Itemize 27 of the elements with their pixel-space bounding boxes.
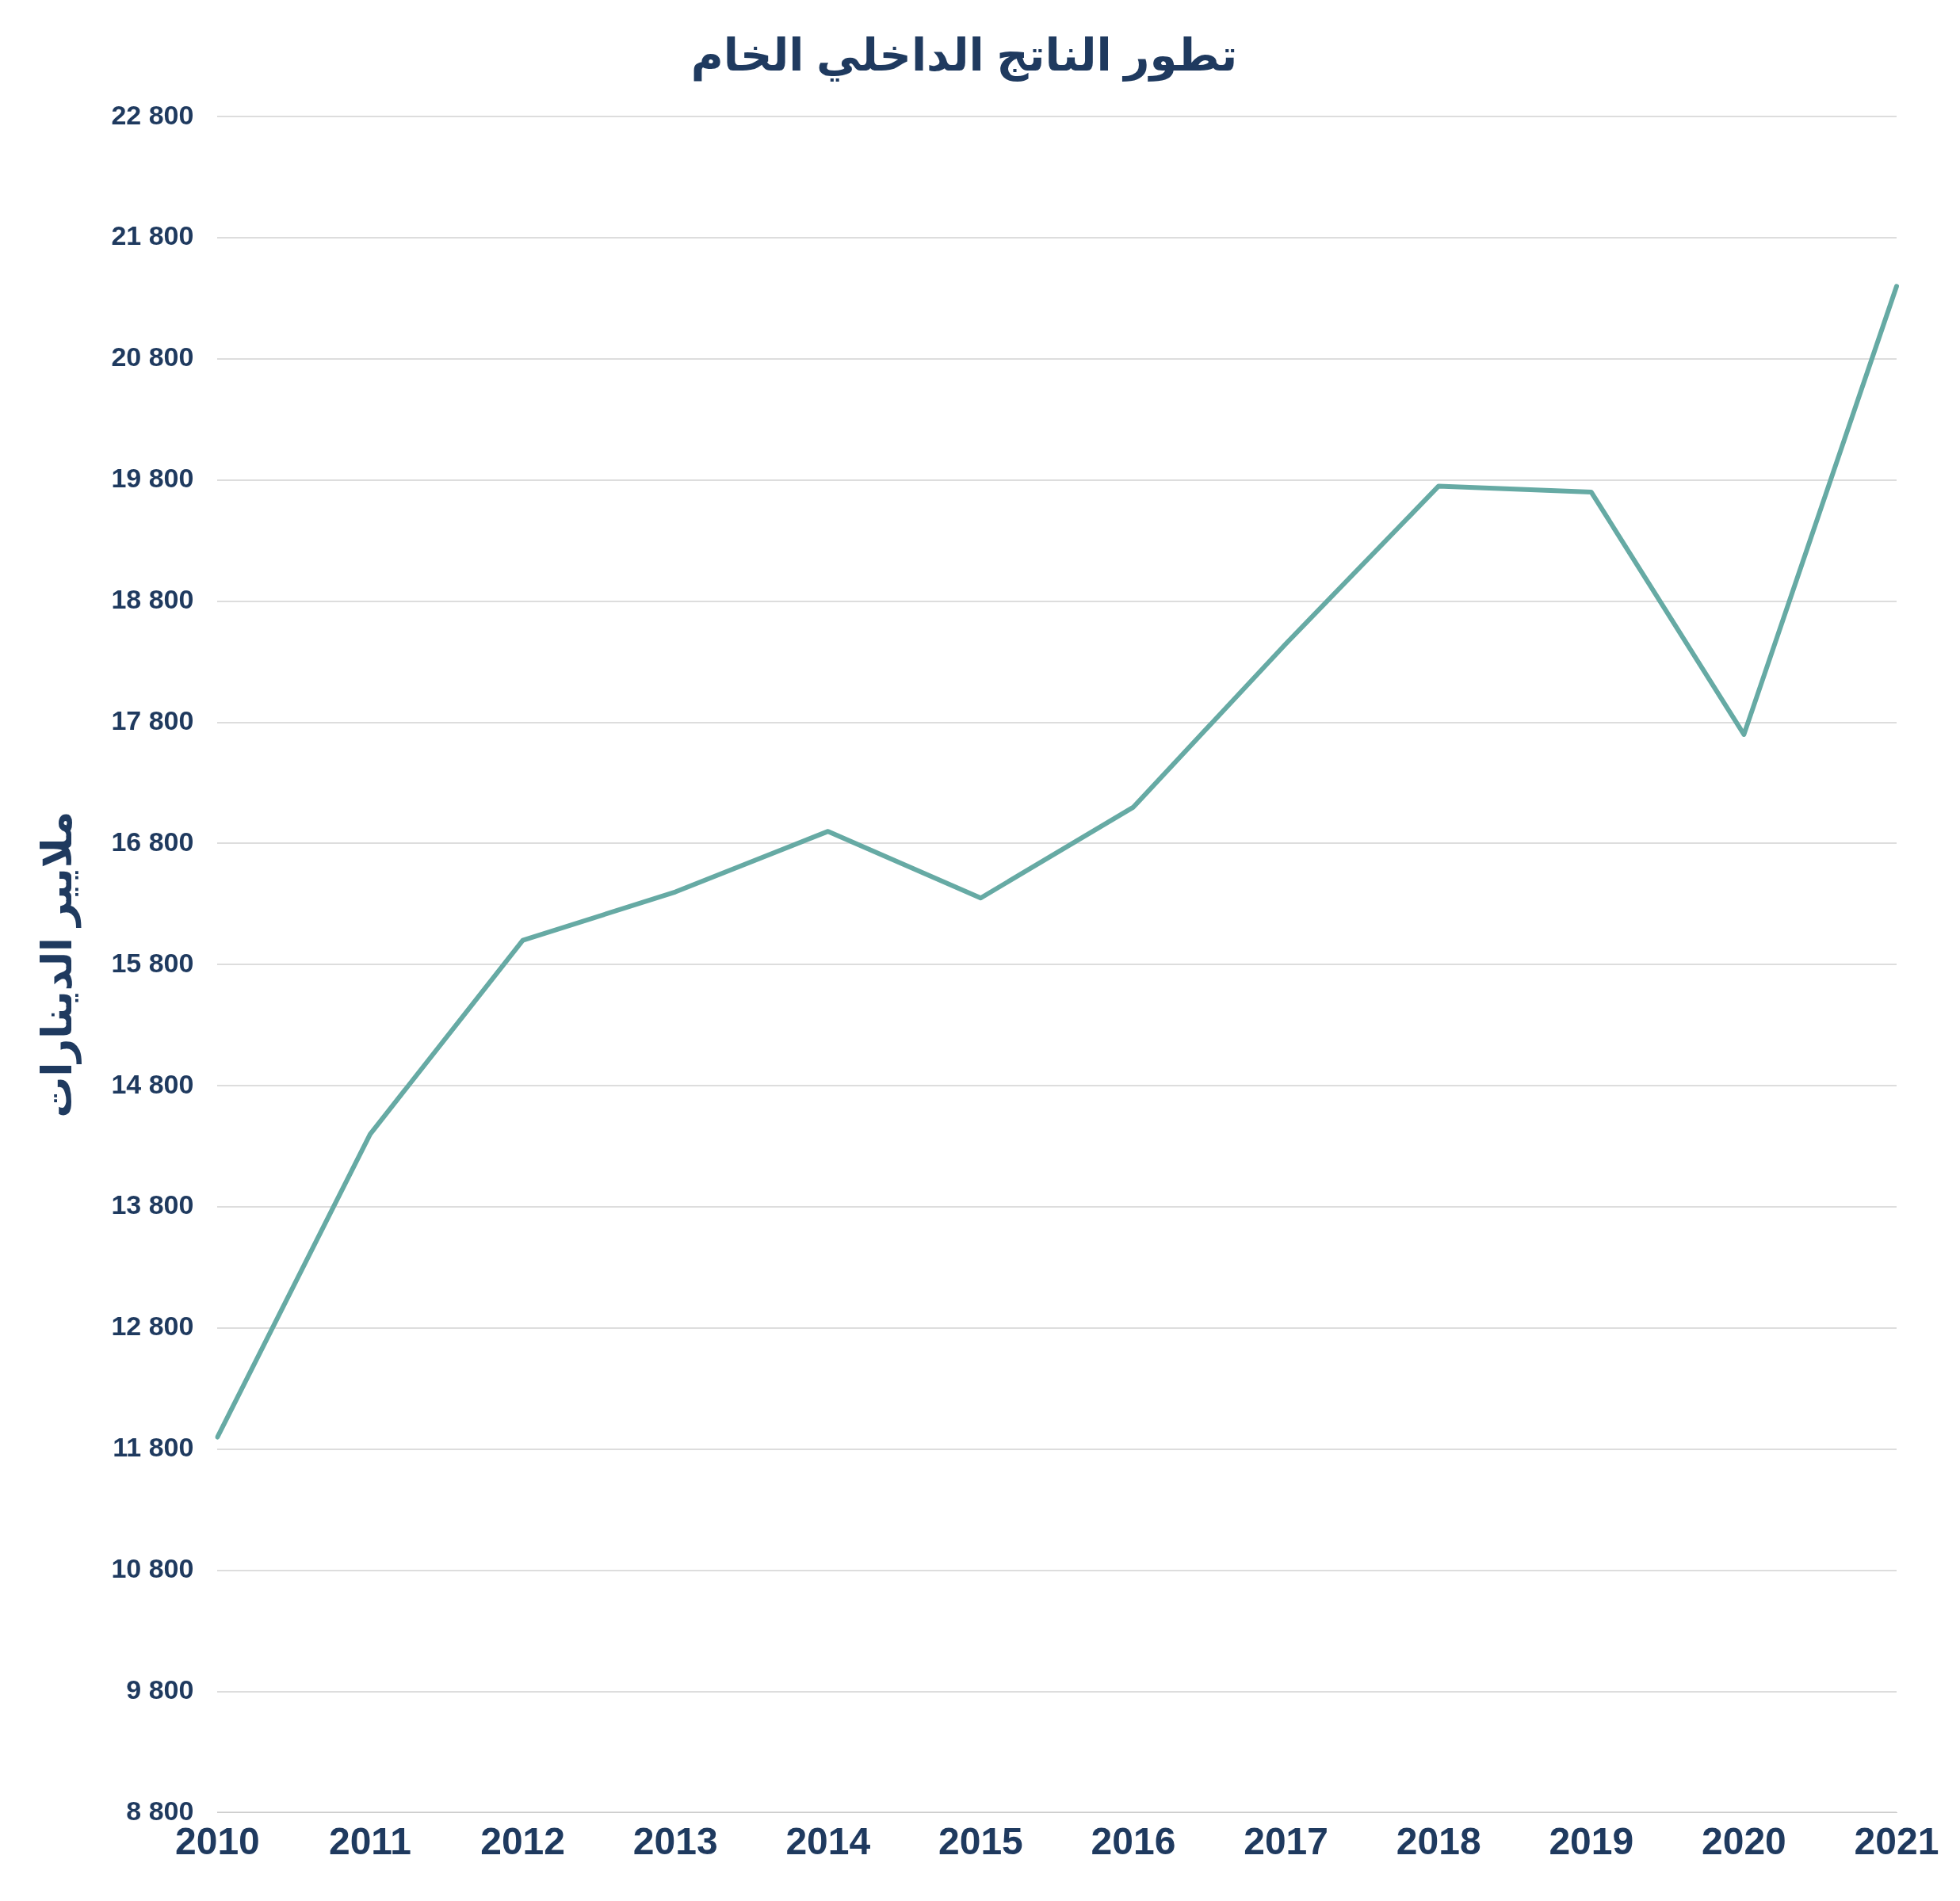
x-tick-label: 2017 bbox=[1244, 1820, 1328, 1863]
x-tick-label: 2013 bbox=[632, 1820, 718, 1863]
chart-title: تطور الناتج الداخلي الخام bbox=[690, 30, 1238, 82]
y-tick-label: 20 800 bbox=[111, 342, 194, 372]
x-tick-label: 2019 bbox=[1549, 1820, 1634, 1863]
x-tick-label: 2014 bbox=[785, 1820, 871, 1863]
y-tick-label: 22 800 bbox=[111, 99, 194, 130]
y-tick-label: 9 800 bbox=[126, 1674, 194, 1704]
x-tick-label: 2018 bbox=[1396, 1820, 1481, 1863]
y-tick-label: 11 800 bbox=[113, 1432, 194, 1463]
y-tick-label: 17 800 bbox=[111, 704, 194, 735]
y-tick-label: 16 800 bbox=[111, 826, 194, 857]
y-tick-label: 10 800 bbox=[111, 1553, 194, 1584]
x-tick-label: 2015 bbox=[938, 1820, 1023, 1863]
x-tick-label: 2011 bbox=[328, 1820, 412, 1863]
x-tick-label: 2021 bbox=[1854, 1820, 1939, 1863]
x-tick-label: 2012 bbox=[480, 1820, 565, 1863]
y-tick-label: 21 800 bbox=[111, 220, 194, 251]
y-tick-label: 14 800 bbox=[111, 1068, 194, 1099]
y-tick-label: 19 800 bbox=[111, 463, 194, 494]
x-tick-label: 2020 bbox=[1702, 1820, 1786, 1863]
x-tick-label: 2016 bbox=[1091, 1820, 1176, 1863]
y-tick-label: 15 800 bbox=[111, 947, 194, 978]
y-tick-label: 18 800 bbox=[111, 584, 194, 615]
y-tick-label: 13 800 bbox=[111, 1189, 194, 1220]
y-tick-label: 12 800 bbox=[111, 1311, 194, 1342]
y-axis-title: ملايير الدينارات bbox=[33, 811, 82, 1118]
